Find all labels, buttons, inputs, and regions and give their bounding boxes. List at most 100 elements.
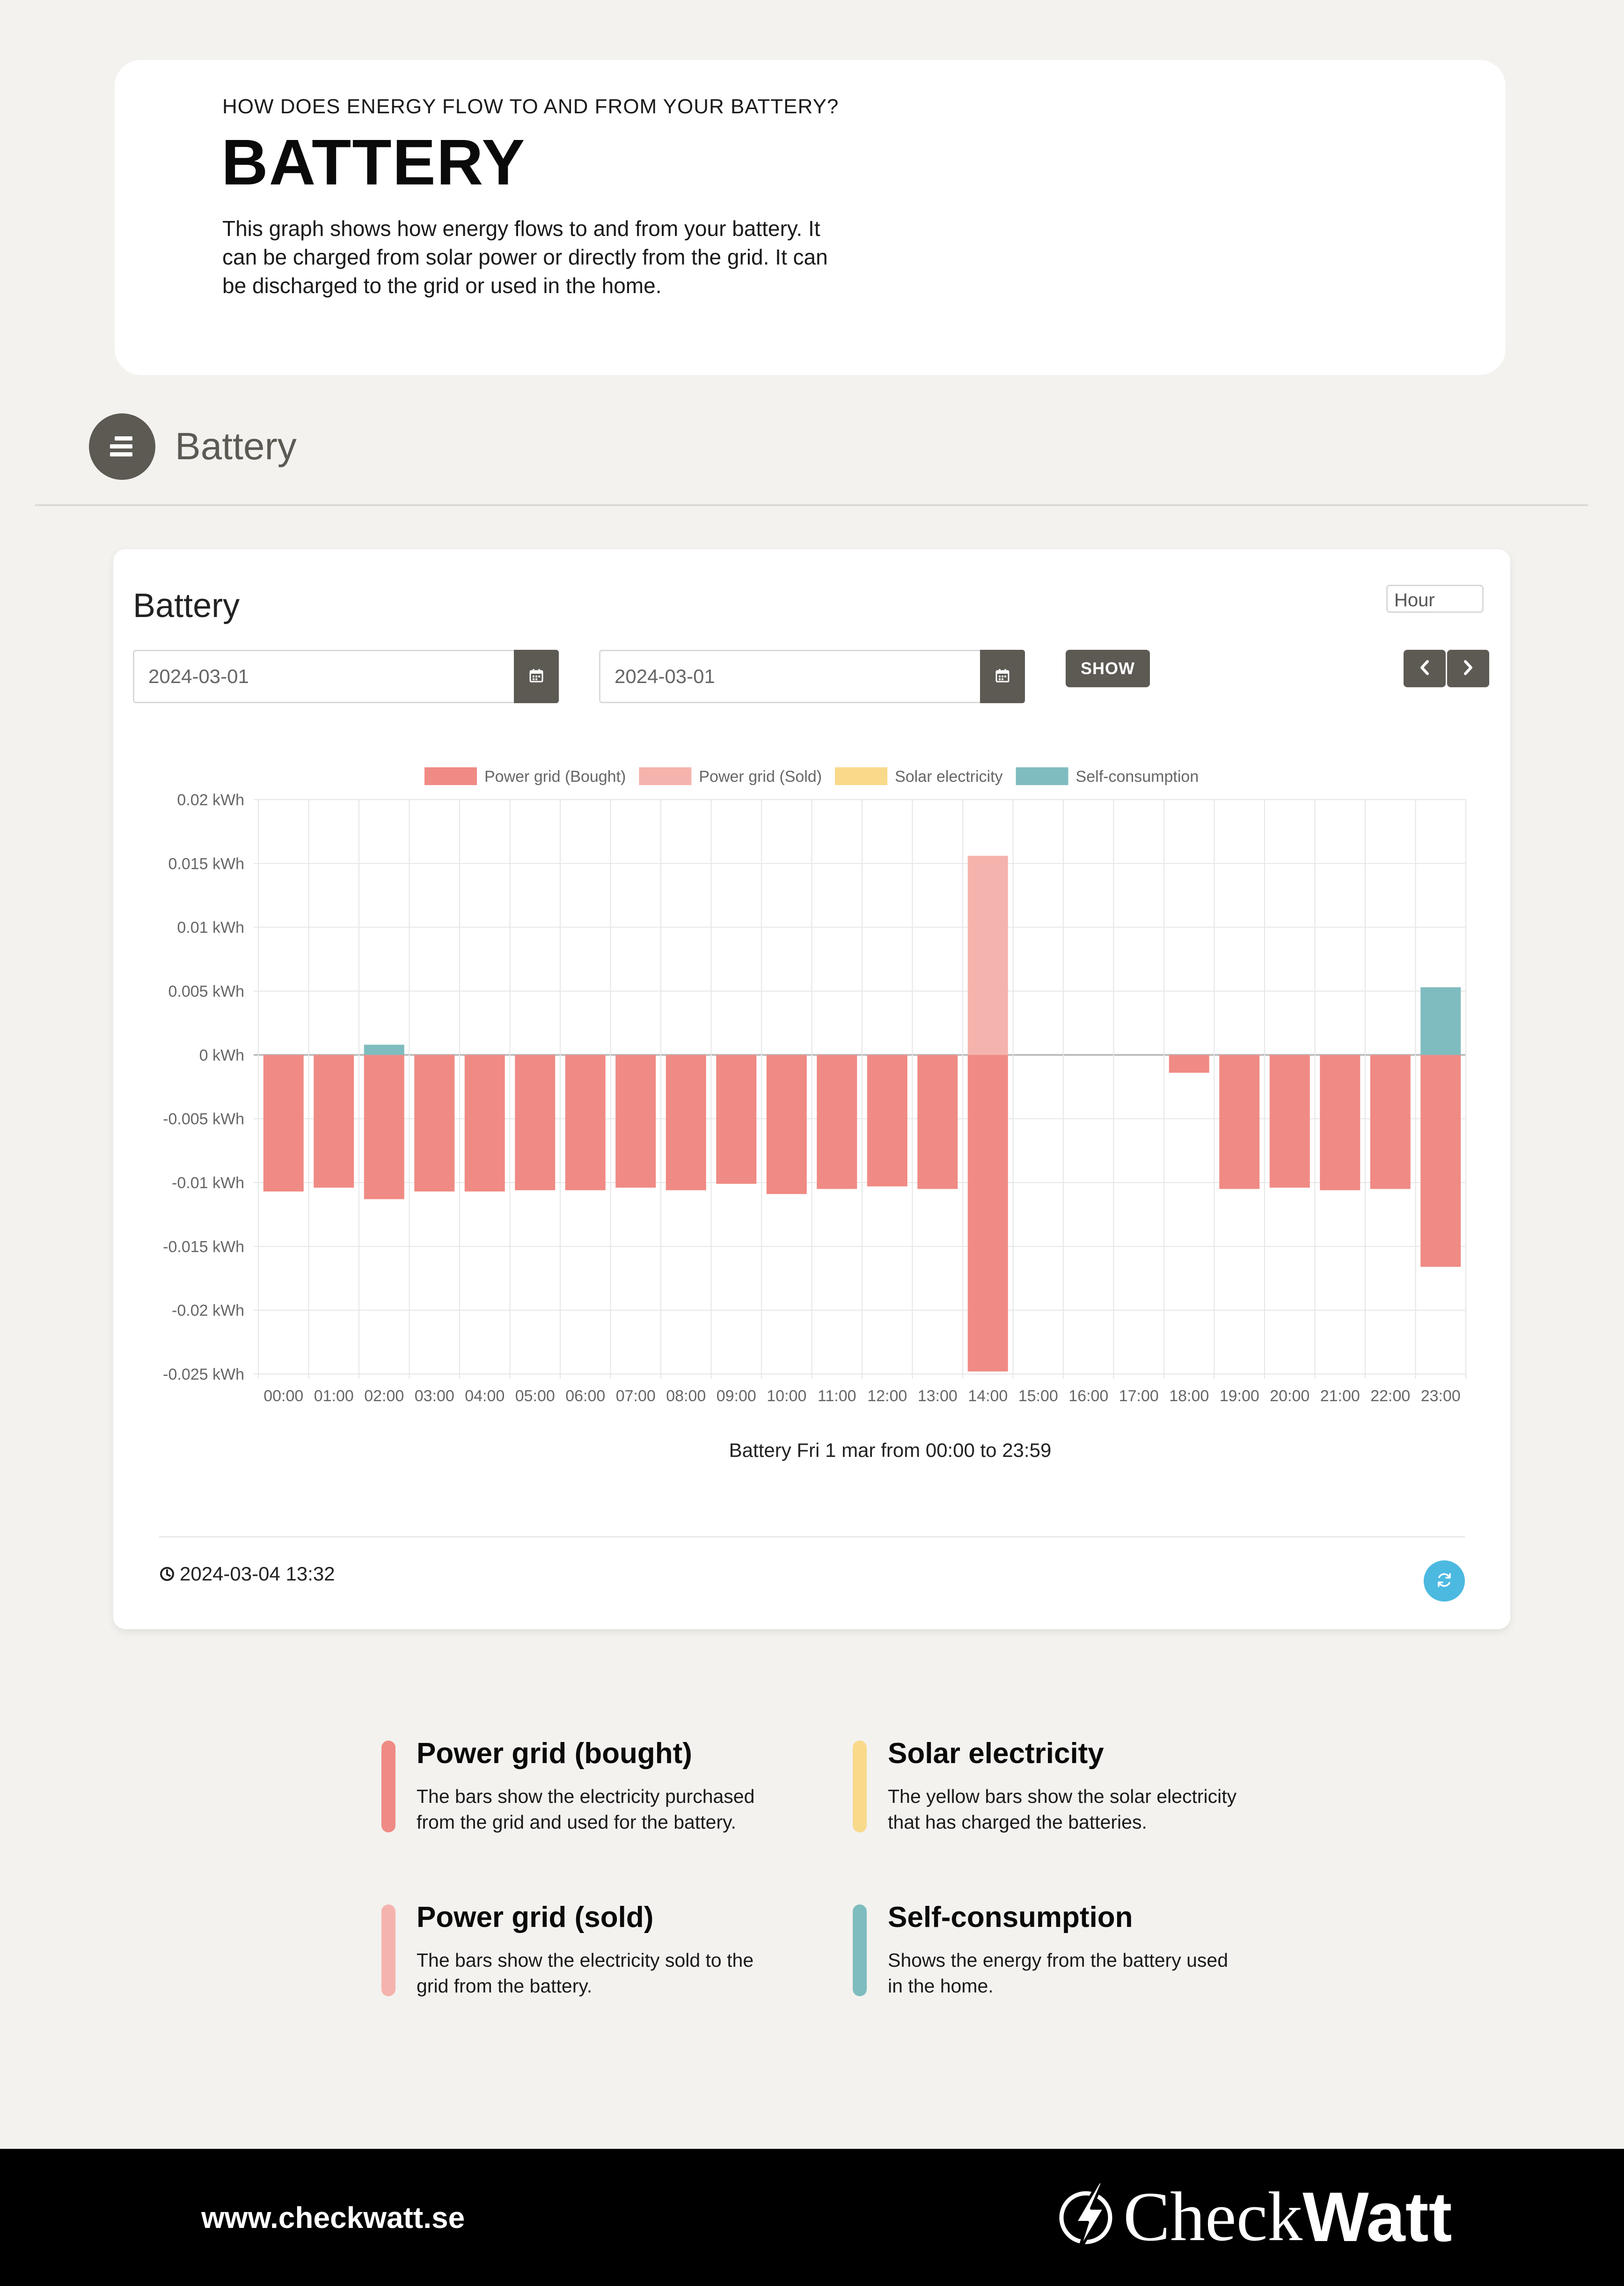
- last-updated: 2024-03-04 13:32: [159, 1563, 335, 1585]
- bar: [1420, 987, 1461, 1055]
- intro-eyebrow: HOW DOES ENERGY FLOW TO AND FROM YOUR BA…: [222, 95, 839, 118]
- legend-label: Self-consumption: [1076, 768, 1199, 786]
- clock-icon: [159, 1566, 175, 1582]
- bar: [464, 1055, 505, 1192]
- legend-swatch: [424, 767, 477, 785]
- legend-swatch: [1016, 767, 1068, 785]
- x-tick-label: 07:00: [616, 1387, 656, 1405]
- checkwatt-logo: Check Watt: [1058, 2177, 1452, 2257]
- intro-card: HOW DOES ENERGY FLOW TO AND FROM YOUR BA…: [115, 60, 1506, 375]
- show-button[interactable]: SHOW: [1066, 650, 1150, 687]
- panel-divider: [159, 1536, 1465, 1537]
- chart-caption: Battery Fri 1 mar from 00:00 to 23:59: [729, 1439, 1052, 1461]
- date-to-field[interactable]: 2024-03-01: [599, 650, 1025, 703]
- legend-color-bar: [853, 1741, 867, 1832]
- y-tick-label: -0.015 kWh: [163, 1238, 244, 1256]
- lightning-logo-icon: [1058, 2179, 1119, 2254]
- x-tick-label: 19:00: [1220, 1387, 1259, 1405]
- x-tick-label: 21:00: [1320, 1387, 1360, 1405]
- intro-title: BATTERY: [221, 126, 526, 198]
- bar: [867, 1055, 907, 1187]
- bar: [565, 1055, 606, 1191]
- y-tick-label: -0.01 kWh: [172, 1174, 244, 1192]
- legend-description: The bars show the electricity purchased …: [417, 1786, 755, 1833]
- bar: [1320, 1055, 1361, 1191]
- bar: [1169, 1055, 1209, 1073]
- bar: [1420, 1055, 1461, 1267]
- legend-title: Self-consumption: [888, 1901, 1133, 1933]
- bar: [364, 1044, 404, 1055]
- chevron-left-icon: [1419, 660, 1430, 678]
- x-tick-label: 02:00: [364, 1387, 404, 1405]
- x-tick-label: 20:00: [1270, 1387, 1309, 1405]
- legend-description: Shows the energy from the battery used i…: [888, 1949, 1229, 1997]
- refresh-icon: [1435, 1571, 1454, 1592]
- y-tick-label: 0.01 kWh: [177, 919, 244, 937]
- legend-label: Power grid (Bought): [484, 768, 626, 786]
- x-tick-label: 05:00: [515, 1387, 555, 1405]
- x-tick-label: 04:00: [465, 1387, 505, 1405]
- bar: [314, 1055, 354, 1188]
- date-from-value: 2024-03-01: [148, 665, 249, 687]
- y-tick-label: -0.025 kWh: [163, 1366, 244, 1383]
- calendar-icon: [529, 668, 544, 685]
- bar: [515, 1055, 556, 1191]
- logo-text-check: Check: [1123, 2178, 1303, 2256]
- legend-description: The yellow bars show the solar electrici…: [888, 1786, 1237, 1833]
- x-tick-label: 09:00: [717, 1387, 756, 1405]
- chevron-right-icon: [1463, 660, 1474, 678]
- prev-button[interactable]: [1404, 650, 1446, 687]
- bar: [1219, 1055, 1260, 1189]
- x-tick-label: 16:00: [1068, 1387, 1108, 1405]
- x-tick-label: 15:00: [1018, 1387, 1058, 1405]
- bar: [766, 1055, 807, 1194]
- battery-chart: 0.02 kWh 0.015 kWh 0.01 kWh 0.005 kWh 0 kWh -…: [163, 767, 1466, 1461]
- bar: [615, 1055, 656, 1188]
- next-button[interactable]: [1447, 650, 1489, 687]
- legend-title: Power grid (bought): [417, 1737, 692, 1770]
- x-tick-label: 01:00: [314, 1387, 354, 1405]
- y-tick-label: 0.005 kWh: [168, 983, 244, 1000]
- panel-title: Battery: [133, 587, 240, 625]
- legend-swatch: [639, 767, 692, 785]
- legend-description: The bars show the electricity sold to th…: [417, 1949, 754, 1997]
- x-tick-label: 12:00: [867, 1387, 907, 1405]
- y-tick-label: -0.005 kWh: [163, 1110, 244, 1128]
- y-tick-label: 0.015 kWh: [168, 855, 244, 873]
- last-updated-text: 2024-03-04 13:32: [180, 1563, 335, 1585]
- x-tick-label: 00:00: [263, 1387, 303, 1405]
- bar: [1370, 1055, 1411, 1189]
- divider: [35, 504, 1588, 506]
- y-tick-label: 0.02 kWh: [177, 791, 244, 809]
- legend-title: Power grid (sold): [417, 1901, 654, 1933]
- legend-color-bar: [853, 1904, 867, 1996]
- section-title: Battery: [175, 425, 297, 468]
- y-tick-label: 0 kWh: [199, 1046, 244, 1064]
- bar: [716, 1055, 757, 1184]
- bar: [666, 1055, 706, 1191]
- x-tick-label: 06:00: [565, 1387, 605, 1405]
- legend-color-bar: [381, 1741, 395, 1832]
- x-tick-label: 17:00: [1119, 1387, 1159, 1405]
- legend-swatch: [835, 767, 888, 785]
- period-select[interactable]: Hour: [1386, 585, 1484, 613]
- x-tick-label: 22:00: [1370, 1387, 1410, 1405]
- bar: [967, 1055, 1008, 1372]
- date-to-calendar-button[interactable]: [980, 650, 1025, 703]
- x-tick-label: 10:00: [767, 1387, 806, 1405]
- date-to-value: 2024-03-01: [614, 665, 715, 687]
- legend-color-bar: [381, 1904, 395, 1996]
- legend-label: Power grid (Sold): [699, 768, 822, 786]
- battery-panel: Battery Hour 2024-03-01 2024-03-01 SHOW …: [113, 549, 1510, 1629]
- bar: [917, 1055, 958, 1189]
- date-from-field[interactable]: 2024-03-01: [133, 650, 559, 703]
- x-tick-label: 11:00: [818, 1387, 856, 1405]
- date-from-calendar-button[interactable]: [514, 650, 559, 703]
- stack-icon: [89, 413, 155, 480]
- x-tick-label: 03:00: [415, 1387, 454, 1405]
- x-tick-label: 08:00: [666, 1387, 706, 1405]
- x-tick-label: 18:00: [1169, 1387, 1209, 1405]
- refresh-button[interactable]: [1424, 1560, 1465, 1602]
- section-header: Battery: [89, 413, 297, 480]
- footer-url-link[interactable]: www.checkwatt.se: [201, 2201, 465, 2235]
